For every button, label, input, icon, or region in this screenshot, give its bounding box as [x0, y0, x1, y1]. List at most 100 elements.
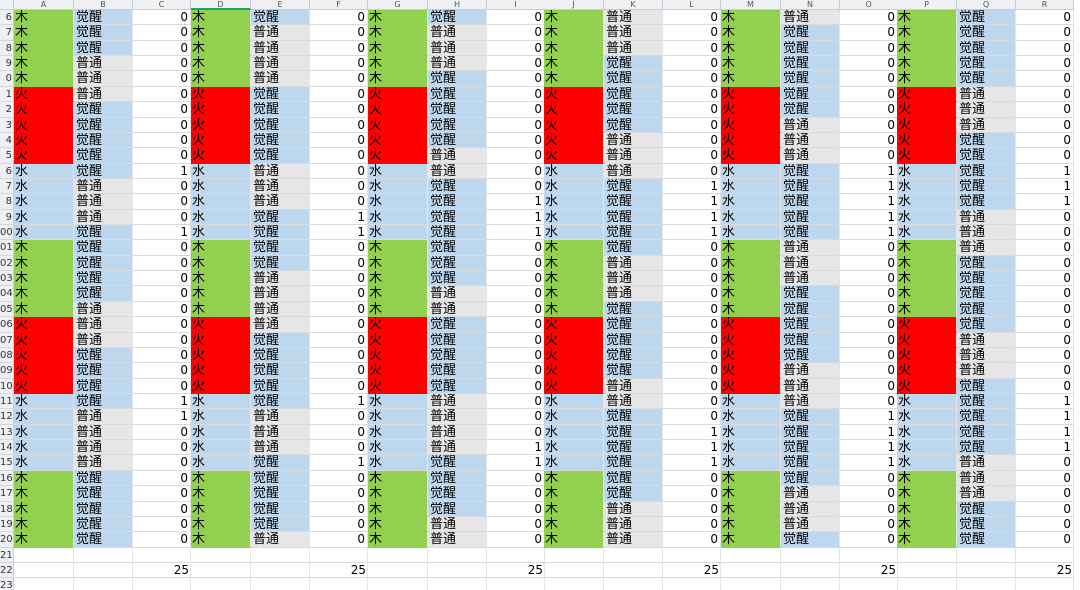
value-cell[interactable]: 0: [1016, 363, 1074, 379]
element-cell[interactable]: 水: [368, 455, 428, 471]
status-cell[interactable]: 觉醒: [781, 102, 840, 118]
element-cell[interactable]: 木: [14, 501, 74, 517]
value-cell[interactable]: 0: [133, 301, 191, 318]
value-cell[interactable]: 0: [487, 424, 545, 441]
element-cell[interactable]: 木: [191, 486, 251, 502]
element-cell[interactable]: 木: [721, 532, 781, 548]
value-cell[interactable]: 0: [663, 409, 721, 425]
element-cell[interactable]: 火: [544, 317, 604, 333]
status-cell[interactable]: 觉醒: [957, 286, 1016, 302]
status-cell[interactable]: 觉醒: [74, 255, 133, 272]
row-header[interactable]: 09: [0, 363, 14, 379]
element-cell[interactable]: 木: [897, 286, 957, 302]
status-cell[interactable]: 觉醒: [781, 424, 840, 441]
value-cell[interactable]: 0: [1016, 56, 1074, 72]
element-cell[interactable]: 水: [191, 440, 251, 456]
value-cell[interactable]: 0: [840, 240, 898, 256]
status-cell[interactable]: 觉醒: [251, 117, 310, 133]
value-cell[interactable]: 0: [840, 56, 898, 72]
status-cell[interactable]: 普通: [251, 301, 310, 318]
element-cell[interactable]: 木: [544, 301, 604, 318]
value-cell[interactable]: 0: [1016, 501, 1074, 517]
status-cell[interactable]: 普通: [74, 332, 133, 348]
value-cell[interactable]: 0: [663, 56, 721, 72]
row-header[interactable]: 5: [0, 148, 14, 164]
element-cell[interactable]: 木: [191, 516, 251, 533]
status-cell[interactable]: 普通: [957, 332, 1016, 348]
status-cell[interactable]: 普通: [251, 56, 310, 72]
column-header-i[interactable]: I: [487, 0, 545, 10]
element-cell[interactable]: 火: [544, 363, 604, 379]
value-cell[interactable]: 0: [133, 209, 191, 226]
status-cell[interactable]: 觉醒: [957, 132, 1016, 149]
value-cell[interactable]: 0: [840, 516, 898, 533]
status-cell[interactable]: 觉醒: [74, 148, 133, 164]
row-header[interactable]: 20: [0, 532, 14, 548]
column-header-q[interactable]: Q: [957, 0, 1016, 10]
row-header[interactable]: 03: [0, 271, 14, 287]
value-cell[interactable]: 0: [1016, 225, 1074, 241]
row-header[interactable]: 00: [0, 225, 14, 241]
element-cell[interactable]: 木: [368, 501, 428, 517]
element-cell[interactable]: 火: [368, 363, 428, 379]
element-cell[interactable]: 水: [897, 209, 957, 226]
value-cell[interactable]: 0: [310, 148, 368, 164]
element-cell[interactable]: 木: [368, 240, 428, 256]
row-header[interactable]: 17: [0, 486, 14, 502]
element-cell[interactable]: 火: [368, 102, 428, 118]
column-total[interactable]: 25: [703, 562, 719, 577]
value-cell[interactable]: 0: [840, 255, 898, 272]
value-cell[interactable]: 0: [1016, 378, 1074, 394]
row-header[interactable]: 01: [0, 240, 14, 256]
element-cell[interactable]: 火: [368, 317, 428, 333]
element-cell[interactable]: 木: [14, 240, 74, 256]
element-cell[interactable]: 火: [14, 117, 74, 133]
column-total[interactable]: 25: [880, 562, 896, 577]
value-cell[interactable]: 0: [310, 317, 368, 333]
element-cell[interactable]: 木: [721, 470, 781, 487]
status-cell[interactable]: 觉醒: [781, 163, 840, 179]
value-cell[interactable]: 0: [1016, 486, 1074, 502]
row-header[interactable]: 13: [0, 424, 14, 441]
status-cell[interactable]: 觉醒: [428, 102, 487, 118]
status-cell[interactable]: 普通: [251, 286, 310, 302]
value-cell[interactable]: 0: [310, 424, 368, 441]
value-cell[interactable]: 0: [133, 532, 191, 548]
value-cell[interactable]: 0: [1016, 532, 1074, 548]
status-cell[interactable]: 觉醒: [74, 10, 133, 26]
status-cell[interactable]: 觉醒: [957, 10, 1016, 26]
empty-cell[interactable]: [14, 547, 74, 563]
value-cell[interactable]: 0: [310, 347, 368, 364]
status-cell[interactable]: 觉醒: [74, 117, 133, 133]
element-cell[interactable]: 木: [368, 10, 428, 26]
element-cell[interactable]: 木: [544, 532, 604, 548]
value-cell[interactable]: 0: [487, 486, 545, 502]
empty-cell[interactable]: [1016, 578, 1074, 590]
element-cell[interactable]: 火: [191, 148, 251, 164]
value-cell[interactable]: 0: [840, 532, 898, 548]
value-cell[interactable]: 1: [1016, 194, 1074, 210]
value-cell[interactable]: 0: [487, 117, 545, 133]
status-cell[interactable]: 普通: [781, 255, 840, 272]
value-cell[interactable]: 1: [663, 194, 721, 210]
status-cell[interactable]: 觉醒: [251, 132, 310, 149]
element-cell[interactable]: 木: [721, 271, 781, 287]
status-cell[interactable]: 觉醒: [251, 209, 310, 226]
value-cell[interactable]: 0: [663, 470, 721, 487]
value-cell[interactable]: 0: [663, 486, 721, 502]
value-cell[interactable]: 0: [133, 378, 191, 394]
value-cell[interactable]: 0: [1016, 86, 1074, 103]
element-cell[interactable]: 水: [368, 163, 428, 179]
element-cell[interactable]: 木: [721, 286, 781, 302]
status-cell[interactable]: 觉醒: [781, 194, 840, 210]
empty-cell[interactable]: [604, 547, 663, 563]
value-cell[interactable]: 0: [1016, 470, 1074, 487]
value-cell[interactable]: 0: [840, 271, 898, 287]
status-cell[interactable]: 普通: [957, 347, 1016, 364]
value-cell[interactable]: 0: [663, 394, 721, 410]
status-cell[interactable]: 觉醒: [957, 532, 1016, 548]
status-cell[interactable]: 普通: [781, 516, 840, 533]
value-cell[interactable]: 0: [840, 347, 898, 364]
value-cell[interactable]: 1: [663, 440, 721, 456]
element-cell[interactable]: 木: [721, 240, 781, 256]
